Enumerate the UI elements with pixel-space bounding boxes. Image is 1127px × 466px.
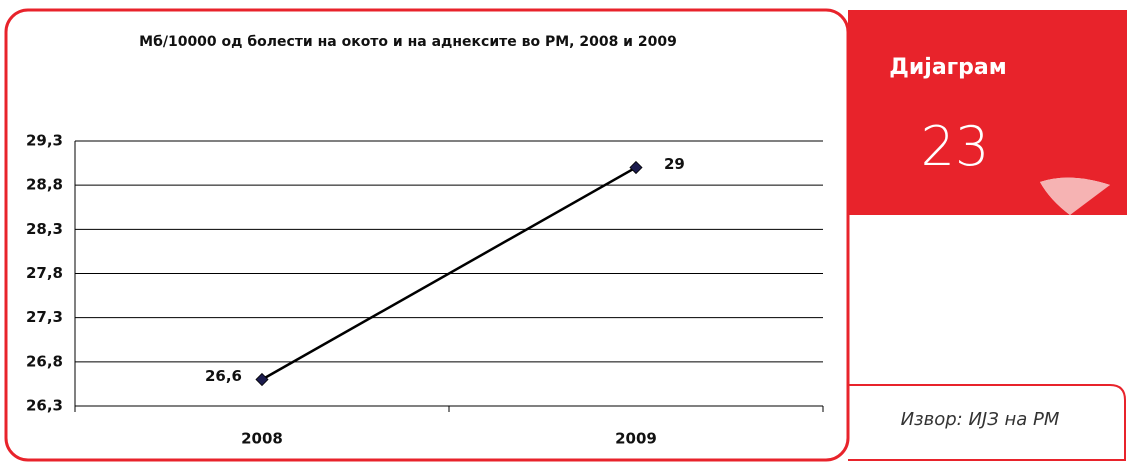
- line: [261, 166, 637, 381]
- y-tick-label: 26,3: [26, 397, 63, 415]
- panel-number: 23: [921, 115, 990, 178]
- chart-title: Мб/10000 од болести на окото и на аднекс…: [139, 34, 677, 50]
- page-curl: [1040, 177, 1110, 215]
- y-tick-label: 27,8: [26, 264, 63, 282]
- x-tick-label: 2008: [241, 430, 283, 448]
- x-tick-label: 2009: [615, 430, 657, 448]
- marker: [255, 372, 269, 387]
- panel-label: Дијаграм: [889, 55, 1006, 80]
- y-tick-label: 29,3: [26, 132, 63, 150]
- panel-tab: [848, 10, 1127, 215]
- data-label: 26,6: [205, 367, 242, 385]
- source-frame: [848, 384, 1126, 461]
- y-tick-label: 26,8: [26, 352, 63, 370]
- source: Извор: ИЈЗ на РМ: [901, 409, 1060, 430]
- chart-frame: [4, 8, 850, 462]
- data-label: 29: [664, 155, 685, 173]
- marker: [629, 160, 643, 175]
- y-tick-label: 28,3: [26, 220, 63, 238]
- y-tick-label: 27,3: [26, 308, 63, 326]
- y-tick-label: 28,8: [26, 176, 63, 194]
